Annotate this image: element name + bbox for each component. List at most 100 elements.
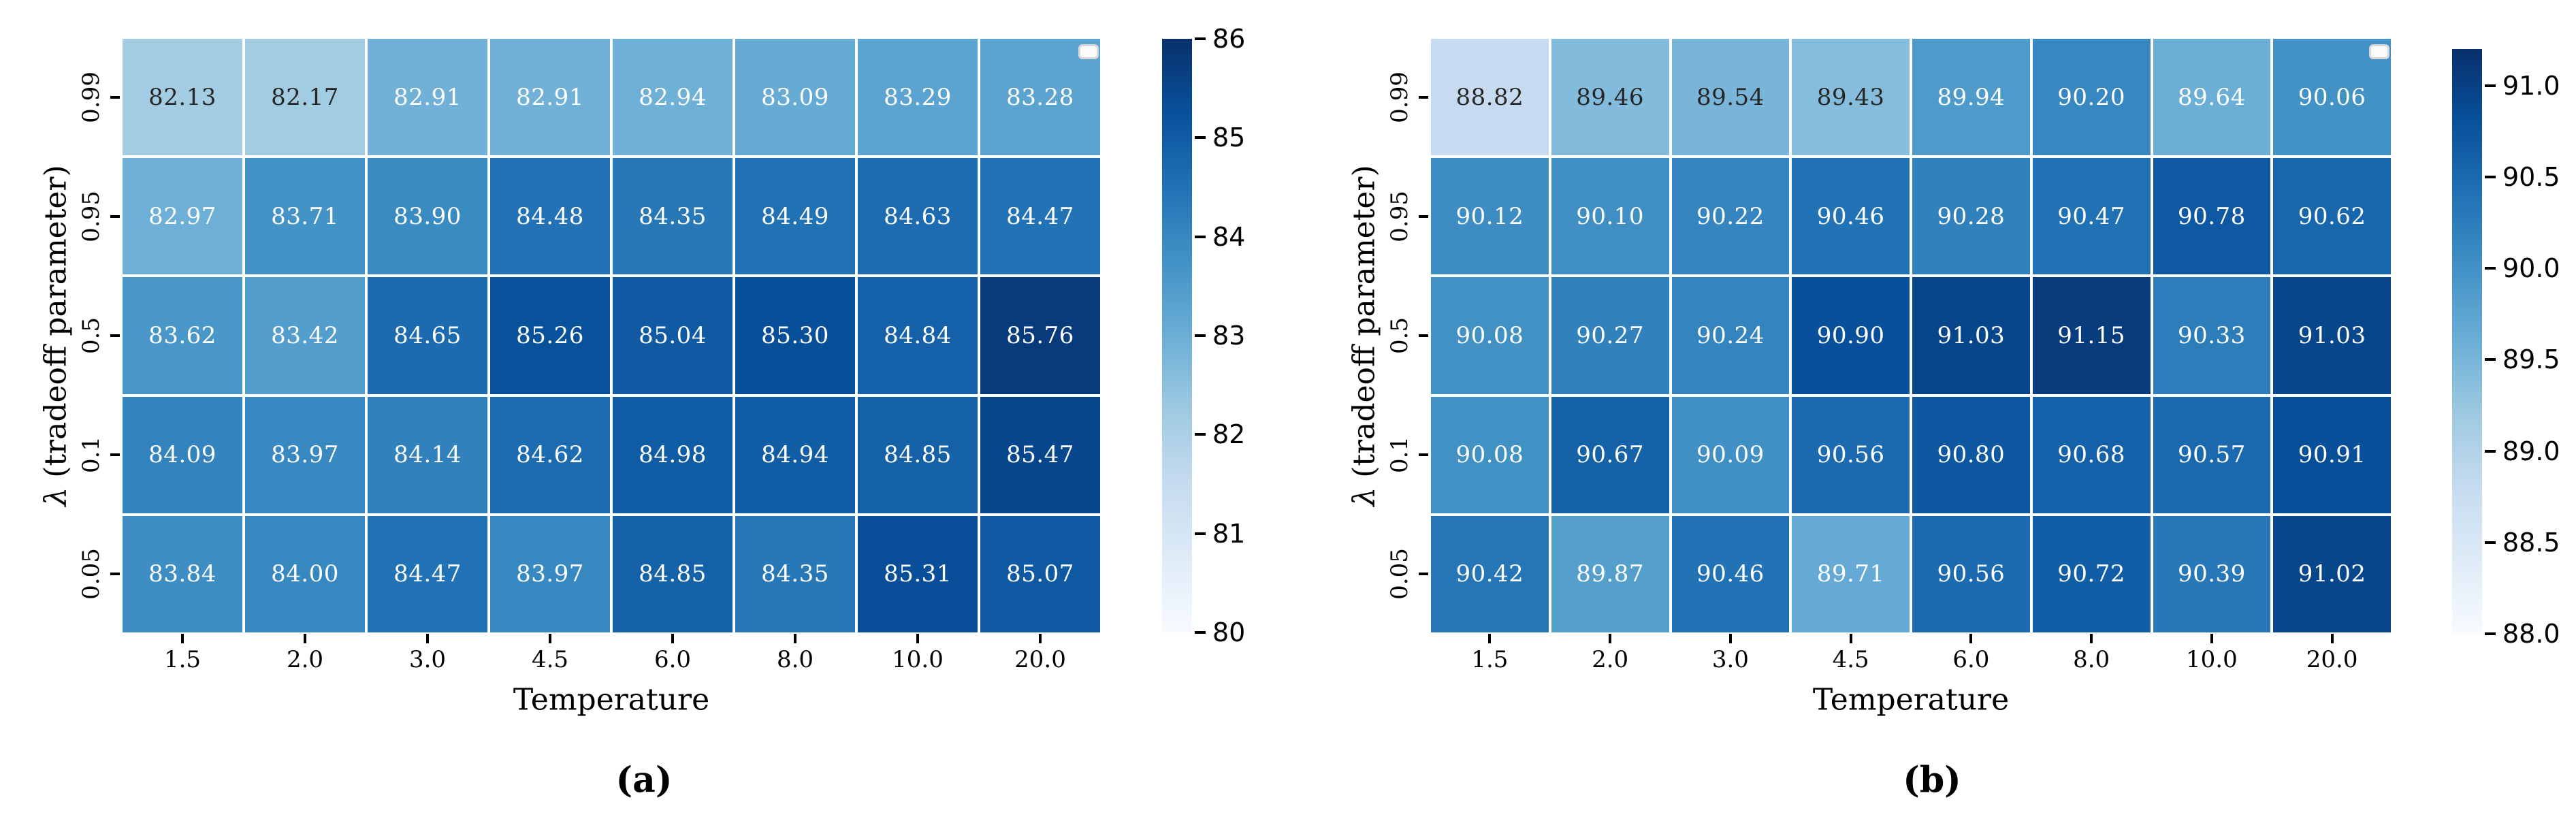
cell-value: 82.91 bbox=[393, 83, 462, 111]
heatmap-cell: 85.31 bbox=[856, 514, 979, 634]
cell-value: 90.08 bbox=[1455, 321, 1524, 349]
colorbar-tick-mark bbox=[2485, 632, 2496, 635]
heatmap-grid: 88.82 89.46 89.54 89.43 89.94 90.20 89.64 90.06… bbox=[1430, 37, 2392, 634]
cell-value: 83.71 bbox=[271, 202, 339, 230]
cell-value: 90.20 bbox=[2057, 83, 2126, 111]
cell-value: 90.27 bbox=[1576, 321, 1645, 349]
colorbar-tick-mark bbox=[2485, 267, 2496, 270]
heatmap-panel-b: λ (tradeoff parameter) 88.82 89.46 89.54 89… bbox=[1288, 0, 2576, 821]
heatmap-cell: 82.17 bbox=[244, 37, 366, 157]
cell-value: 90.72 bbox=[2057, 560, 2126, 588]
colorbar-tick-mark bbox=[1195, 37, 1206, 40]
x-axis-label: Temperature bbox=[513, 682, 710, 718]
heatmap-cell: 84.47 bbox=[366, 514, 489, 634]
cell-value: 90.09 bbox=[1696, 441, 1765, 469]
lambda-symbol: λ bbox=[1347, 487, 1382, 506]
heatmap-cell: 84.94 bbox=[734, 395, 856, 515]
y-tick-mark bbox=[1419, 95, 1428, 99]
x-tick-mark bbox=[2090, 634, 2093, 643]
x-tick-mark bbox=[181, 634, 184, 643]
x-tick-mark bbox=[1728, 634, 1732, 643]
cell-value: 90.08 bbox=[1455, 441, 1524, 469]
cell-value: 90.06 bbox=[2298, 83, 2366, 111]
cell-value: 90.56 bbox=[1816, 441, 1885, 469]
x-tick-mark bbox=[1969, 634, 1973, 643]
heatmap-cell: 83.90 bbox=[366, 157, 489, 276]
heatmap-cell: 84.09 bbox=[121, 395, 244, 515]
cell-value: 89.64 bbox=[2177, 83, 2246, 111]
y-tick-label: 0.95 bbox=[1386, 190, 1413, 242]
colorbar-tick-label: 84 bbox=[1212, 221, 1246, 252]
cell-value: 83.28 bbox=[1006, 83, 1074, 111]
y-tick-mark bbox=[1419, 334, 1428, 337]
y-tick-label: 0.99 bbox=[1386, 71, 1413, 123]
heatmap-cell: 84.84 bbox=[856, 276, 979, 396]
cell-value: 90.22 bbox=[1696, 202, 1765, 230]
heatmap-cell: 90.42 bbox=[1430, 514, 1550, 634]
cell-value: 84.65 bbox=[393, 321, 462, 349]
x-tick-mark bbox=[1609, 634, 1612, 643]
x-tick-label: 4.5 bbox=[531, 646, 569, 673]
heatmap-cell: 83.62 bbox=[121, 276, 244, 396]
colorbar: 86 85 84 83 82 81 80 bbox=[1162, 24, 1245, 647]
heatmap-cell: 85.30 bbox=[734, 276, 856, 396]
colorbar: 91.0 90.5 90.0 89.5 89.0 88.5 88.0 bbox=[2452, 49, 2560, 649]
x-tick-label: 6.0 bbox=[1952, 646, 1990, 673]
x-tick-mark bbox=[794, 634, 796, 643]
heatmap-cell: 89.94 bbox=[1911, 37, 2031, 157]
colorbar-tick-mark bbox=[2485, 84, 2496, 87]
heatmap-cell: 90.08 bbox=[1430, 395, 1550, 515]
colorbar-tick-mark bbox=[2485, 358, 2496, 361]
colorbar-tick-mark bbox=[1195, 334, 1206, 337]
x-tick-mark bbox=[2330, 634, 2334, 643]
colorbar-tick-label: 88.5 bbox=[2502, 527, 2560, 558]
cell-value: 91.03 bbox=[1937, 321, 2006, 349]
cell-value: 88.82 bbox=[1455, 83, 1524, 111]
cell-value: 85.26 bbox=[516, 321, 584, 349]
heatmap-cell: 84.62 bbox=[489, 395, 611, 515]
cell-value: 84.94 bbox=[761, 441, 829, 469]
heatmap-cell: 90.72 bbox=[2031, 514, 2152, 634]
heatmap-cell: 84.35 bbox=[734, 514, 856, 634]
heatmap-cell: 82.94 bbox=[611, 37, 734, 157]
x-tick-label: 10.0 bbox=[2186, 646, 2238, 673]
cell-value: 82.94 bbox=[639, 83, 707, 111]
cell-value: 83.90 bbox=[393, 202, 462, 230]
heatmap-cell: 90.80 bbox=[1911, 395, 2031, 515]
cell-value: 91.03 bbox=[2298, 321, 2366, 349]
cell-value: 90.62 bbox=[2298, 202, 2366, 230]
colorbar-tick-label: 90.5 bbox=[2502, 161, 2560, 192]
colorbar-tick-mark bbox=[1195, 235, 1206, 238]
y-tick-label: 0.5 bbox=[1386, 317, 1413, 355]
x-tick-mark bbox=[2210, 634, 2213, 643]
cell-value: 84.63 bbox=[884, 202, 952, 230]
y-tick-label: 0.1 bbox=[1386, 436, 1413, 474]
y-axis-label-text: (tradeoff parameter) bbox=[1347, 165, 1382, 487]
colorbar-tick-mark bbox=[1195, 532, 1206, 535]
heatmap-cell: 84.63 bbox=[856, 157, 979, 276]
cell-value: 83.62 bbox=[148, 321, 216, 349]
x-tick-label: 2.0 bbox=[1592, 646, 1629, 673]
heatmap-cell: 91.03 bbox=[1911, 276, 2031, 396]
y-axis-label-text: (tradeoff parameter) bbox=[38, 165, 74, 487]
y-tick-mark bbox=[110, 214, 120, 218]
x-tick-label: 10.0 bbox=[892, 646, 944, 673]
heatmap-cell: 84.85 bbox=[856, 395, 979, 515]
cell-value: 90.80 bbox=[1937, 441, 2006, 469]
heatmap-panel-a: λ (tradeoff parameter) 82.13 82.17 82.91 82… bbox=[38, 24, 1246, 801]
x-tick-label: 8.0 bbox=[776, 646, 814, 673]
heatmap-cell: 90.62 bbox=[2272, 157, 2392, 276]
colorbar-tick-mark bbox=[2485, 541, 2496, 544]
y-tick-label: 0.5 bbox=[78, 317, 105, 355]
heatmap-cell: 90.46 bbox=[1670, 514, 1791, 634]
cell-value: 90.42 bbox=[1455, 560, 1524, 588]
cell-value: 82.91 bbox=[516, 83, 584, 111]
x-tick-mark bbox=[671, 634, 674, 643]
heatmap-cell: 90.39 bbox=[2151, 514, 2272, 634]
heatmap-cell: 82.97 bbox=[121, 157, 244, 276]
heatmap-grid: 82.13 82.17 82.91 82.91 82.94 83.09 83.29 83.28… bbox=[121, 37, 1101, 634]
x-tick-mark bbox=[549, 634, 551, 643]
colorbar-tick-label: 89.0 bbox=[2502, 436, 2560, 466]
cell-value: 90.24 bbox=[1696, 321, 1765, 349]
heatmap-cell: 83.97 bbox=[489, 514, 611, 634]
